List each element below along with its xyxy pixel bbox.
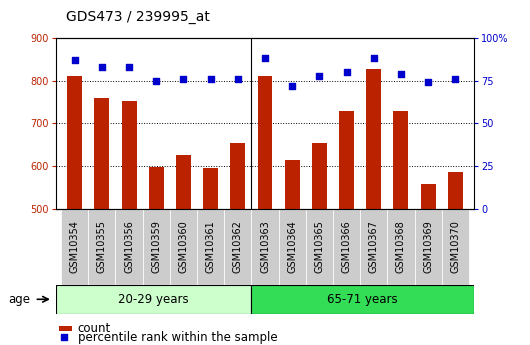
Text: GSM10356: GSM10356 [124,220,134,273]
Point [261,56,269,61]
Bar [61,209,89,285]
Bar [176,155,191,209]
Bar [306,209,333,285]
Text: 65-71 years: 65-71 years [328,293,398,306]
Bar [360,209,387,285]
Bar [231,142,245,209]
Text: 20-29 years: 20-29 years [118,293,189,306]
Bar [393,110,409,209]
Bar [149,167,164,209]
Bar [421,184,436,209]
Bar [366,69,381,209]
Text: GSM10368: GSM10368 [396,220,406,273]
Bar [94,98,109,209]
Bar [258,76,272,209]
Point [369,56,378,61]
Point [234,76,242,82]
Text: GSM10365: GSM10365 [314,220,324,273]
Bar [251,285,474,314]
Bar [285,160,299,209]
Text: GSM10360: GSM10360 [179,220,189,273]
Bar [121,101,137,209]
Bar [441,209,469,285]
Point [288,83,296,89]
Point [342,69,351,75]
Text: GSM10370: GSM10370 [450,220,461,273]
Point [125,64,134,70]
Point [98,64,106,70]
Bar [89,209,116,285]
Point [70,57,79,63]
Bar [56,285,251,314]
Text: age: age [8,293,30,306]
Bar [448,172,463,209]
Point [315,73,324,78]
Point [152,78,161,83]
Text: GSM10355: GSM10355 [97,220,107,273]
Text: GSM10366: GSM10366 [341,220,351,273]
Text: percentile rank within the sample: percentile rank within the sample [77,331,277,344]
Bar [251,209,279,285]
Text: GSM10354: GSM10354 [69,220,80,273]
Bar [333,209,360,285]
Text: GSM10363: GSM10363 [260,220,270,273]
Bar [339,111,354,209]
Bar [170,209,197,285]
Text: GSM10369: GSM10369 [423,220,433,273]
Text: GSM10362: GSM10362 [233,220,243,273]
Text: GDS473 / 239995_at: GDS473 / 239995_at [66,10,210,24]
Text: count: count [77,322,111,335]
Bar [387,209,414,285]
Point [396,71,405,77]
Bar [312,142,327,209]
Text: GSM10361: GSM10361 [206,220,216,273]
Bar [414,209,441,285]
Point [59,335,68,340]
Bar [143,209,170,285]
Bar [224,209,251,285]
Bar [203,168,218,209]
Text: GSM10359: GSM10359 [151,220,161,273]
Point [179,76,188,82]
Point [451,76,460,82]
Bar [116,209,143,285]
Point [206,76,215,82]
Point [424,80,432,85]
Text: GSM10367: GSM10367 [369,220,379,273]
Bar [197,209,224,285]
Bar [59,326,72,331]
Text: GSM10364: GSM10364 [287,220,297,273]
Bar [67,76,82,209]
Bar [279,209,306,285]
